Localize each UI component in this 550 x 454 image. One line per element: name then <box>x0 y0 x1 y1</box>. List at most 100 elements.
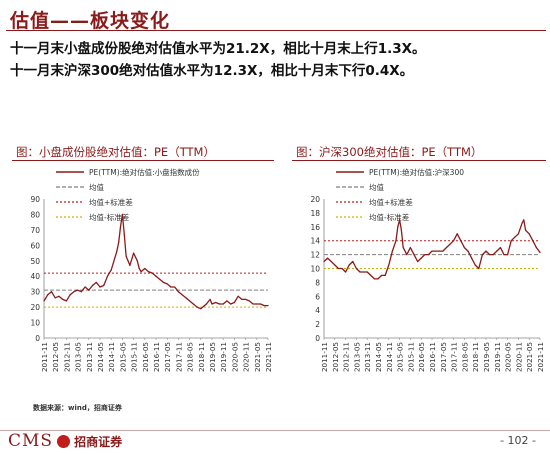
x-tick-label: 2021-05 <box>525 342 534 372</box>
data-point <box>170 286 172 288</box>
data-point <box>62 298 64 300</box>
x-tick-label: 2013-11 <box>85 342 94 372</box>
data-point <box>413 254 415 256</box>
data-point <box>481 254 483 256</box>
x-tick-label: 2015-05 <box>118 342 127 372</box>
y-tick-label: 60 <box>30 241 40 250</box>
data-point <box>116 250 118 253</box>
data-point <box>174 286 176 288</box>
data-point <box>192 303 194 305</box>
y-tick-label: 0 <box>35 334 40 343</box>
data-point <box>503 254 505 256</box>
data-point <box>189 300 191 302</box>
data-point <box>381 274 383 277</box>
data-point <box>166 283 168 285</box>
data-point <box>245 298 247 300</box>
data-point <box>205 303 207 305</box>
data-point <box>341 267 343 270</box>
data-point <box>125 255 127 257</box>
data-point <box>345 271 347 273</box>
x-tick-label: 2020-11 <box>514 342 523 372</box>
data-point <box>58 295 60 297</box>
data-point <box>431 250 433 252</box>
x-tick-label: 2012-11 <box>62 342 71 372</box>
y-tick-label: 16 <box>310 223 320 232</box>
data-point <box>478 267 480 270</box>
x-tick-label: 2012-05 <box>51 342 60 372</box>
data-point <box>409 247 411 249</box>
data-point <box>209 298 211 300</box>
x-tick-label: 2015-11 <box>406 342 415 372</box>
data-point <box>514 236 516 238</box>
data-point <box>402 247 404 249</box>
y-tick-label: 10 <box>30 319 40 328</box>
y-tick-label: 30 <box>30 288 40 297</box>
data-point <box>532 240 534 242</box>
data-point <box>177 291 179 293</box>
page-title: 估值——板块变化 <box>10 10 171 32</box>
data-point <box>110 269 112 271</box>
data-point <box>438 250 440 252</box>
x-tick-label: 2018-05 <box>186 342 195 372</box>
data-point <box>226 300 228 302</box>
x-tick-label: 2013-05 <box>74 342 83 372</box>
data-point <box>420 257 422 259</box>
data-point <box>218 303 221 305</box>
y-tick-label: 10 <box>310 265 320 274</box>
data-point <box>123 233 125 236</box>
data-point <box>248 300 250 302</box>
data-point <box>84 286 86 288</box>
data-point <box>159 278 161 280</box>
data-point <box>241 298 243 300</box>
footer-rule <box>0 430 550 431</box>
x-tick-label: 2018-11 <box>197 342 206 372</box>
x-tick-label: 2021-05 <box>253 342 262 372</box>
data-point <box>121 213 123 216</box>
y-tick-label: 8 <box>315 278 320 287</box>
data-point <box>147 270 150 273</box>
data-point <box>337 267 339 270</box>
chart-title-rule-left <box>12 160 274 161</box>
y-tick-label: 70 <box>30 226 40 235</box>
data-point <box>211 303 213 305</box>
legend-label: 均值 <box>369 182 384 192</box>
data-point <box>114 257 116 259</box>
data-point <box>449 243 451 245</box>
data-point <box>196 306 198 308</box>
data-point <box>535 247 537 249</box>
y-tick-label: 6 <box>315 292 320 301</box>
data-point <box>256 303 258 305</box>
data-point <box>442 250 444 252</box>
data-point <box>80 291 82 293</box>
x-tick-label: 2014-05 <box>96 342 105 372</box>
data-point <box>233 301 235 304</box>
logo-text: CMS <box>8 431 54 451</box>
data-point <box>91 284 94 287</box>
x-tick-label: 2016-05 <box>417 342 426 372</box>
data-point <box>400 229 402 231</box>
data-point <box>352 260 354 263</box>
x-tick-label: 2019-05 <box>482 342 491 372</box>
data-point <box>363 271 365 273</box>
data-point <box>230 303 232 305</box>
data-point <box>499 247 501 249</box>
data-point <box>523 219 525 221</box>
data-point <box>359 271 361 273</box>
data-point <box>77 289 79 291</box>
y-tick-label: 18 <box>310 209 320 218</box>
data-point <box>467 250 469 252</box>
x-tick-label: 2011-11 <box>40 342 49 372</box>
x-tick-label: 2014-11 <box>385 342 394 372</box>
data-point <box>140 270 142 273</box>
x-tick-label: 2013-05 <box>352 342 361 372</box>
data-point <box>129 264 131 267</box>
data-point <box>119 226 122 228</box>
legend-label: PE(TTM):绝对估值:沪深300 <box>369 167 464 177</box>
chart-title-small-cap: 图：小盘成份股绝对估值：PE（TTM） <box>16 145 215 159</box>
data-point <box>237 295 239 297</box>
legend-label: 均值-标准差 <box>89 212 130 222</box>
data-point <box>406 254 408 256</box>
data-point <box>489 254 491 256</box>
data-point <box>424 254 426 256</box>
data-point <box>492 254 494 256</box>
